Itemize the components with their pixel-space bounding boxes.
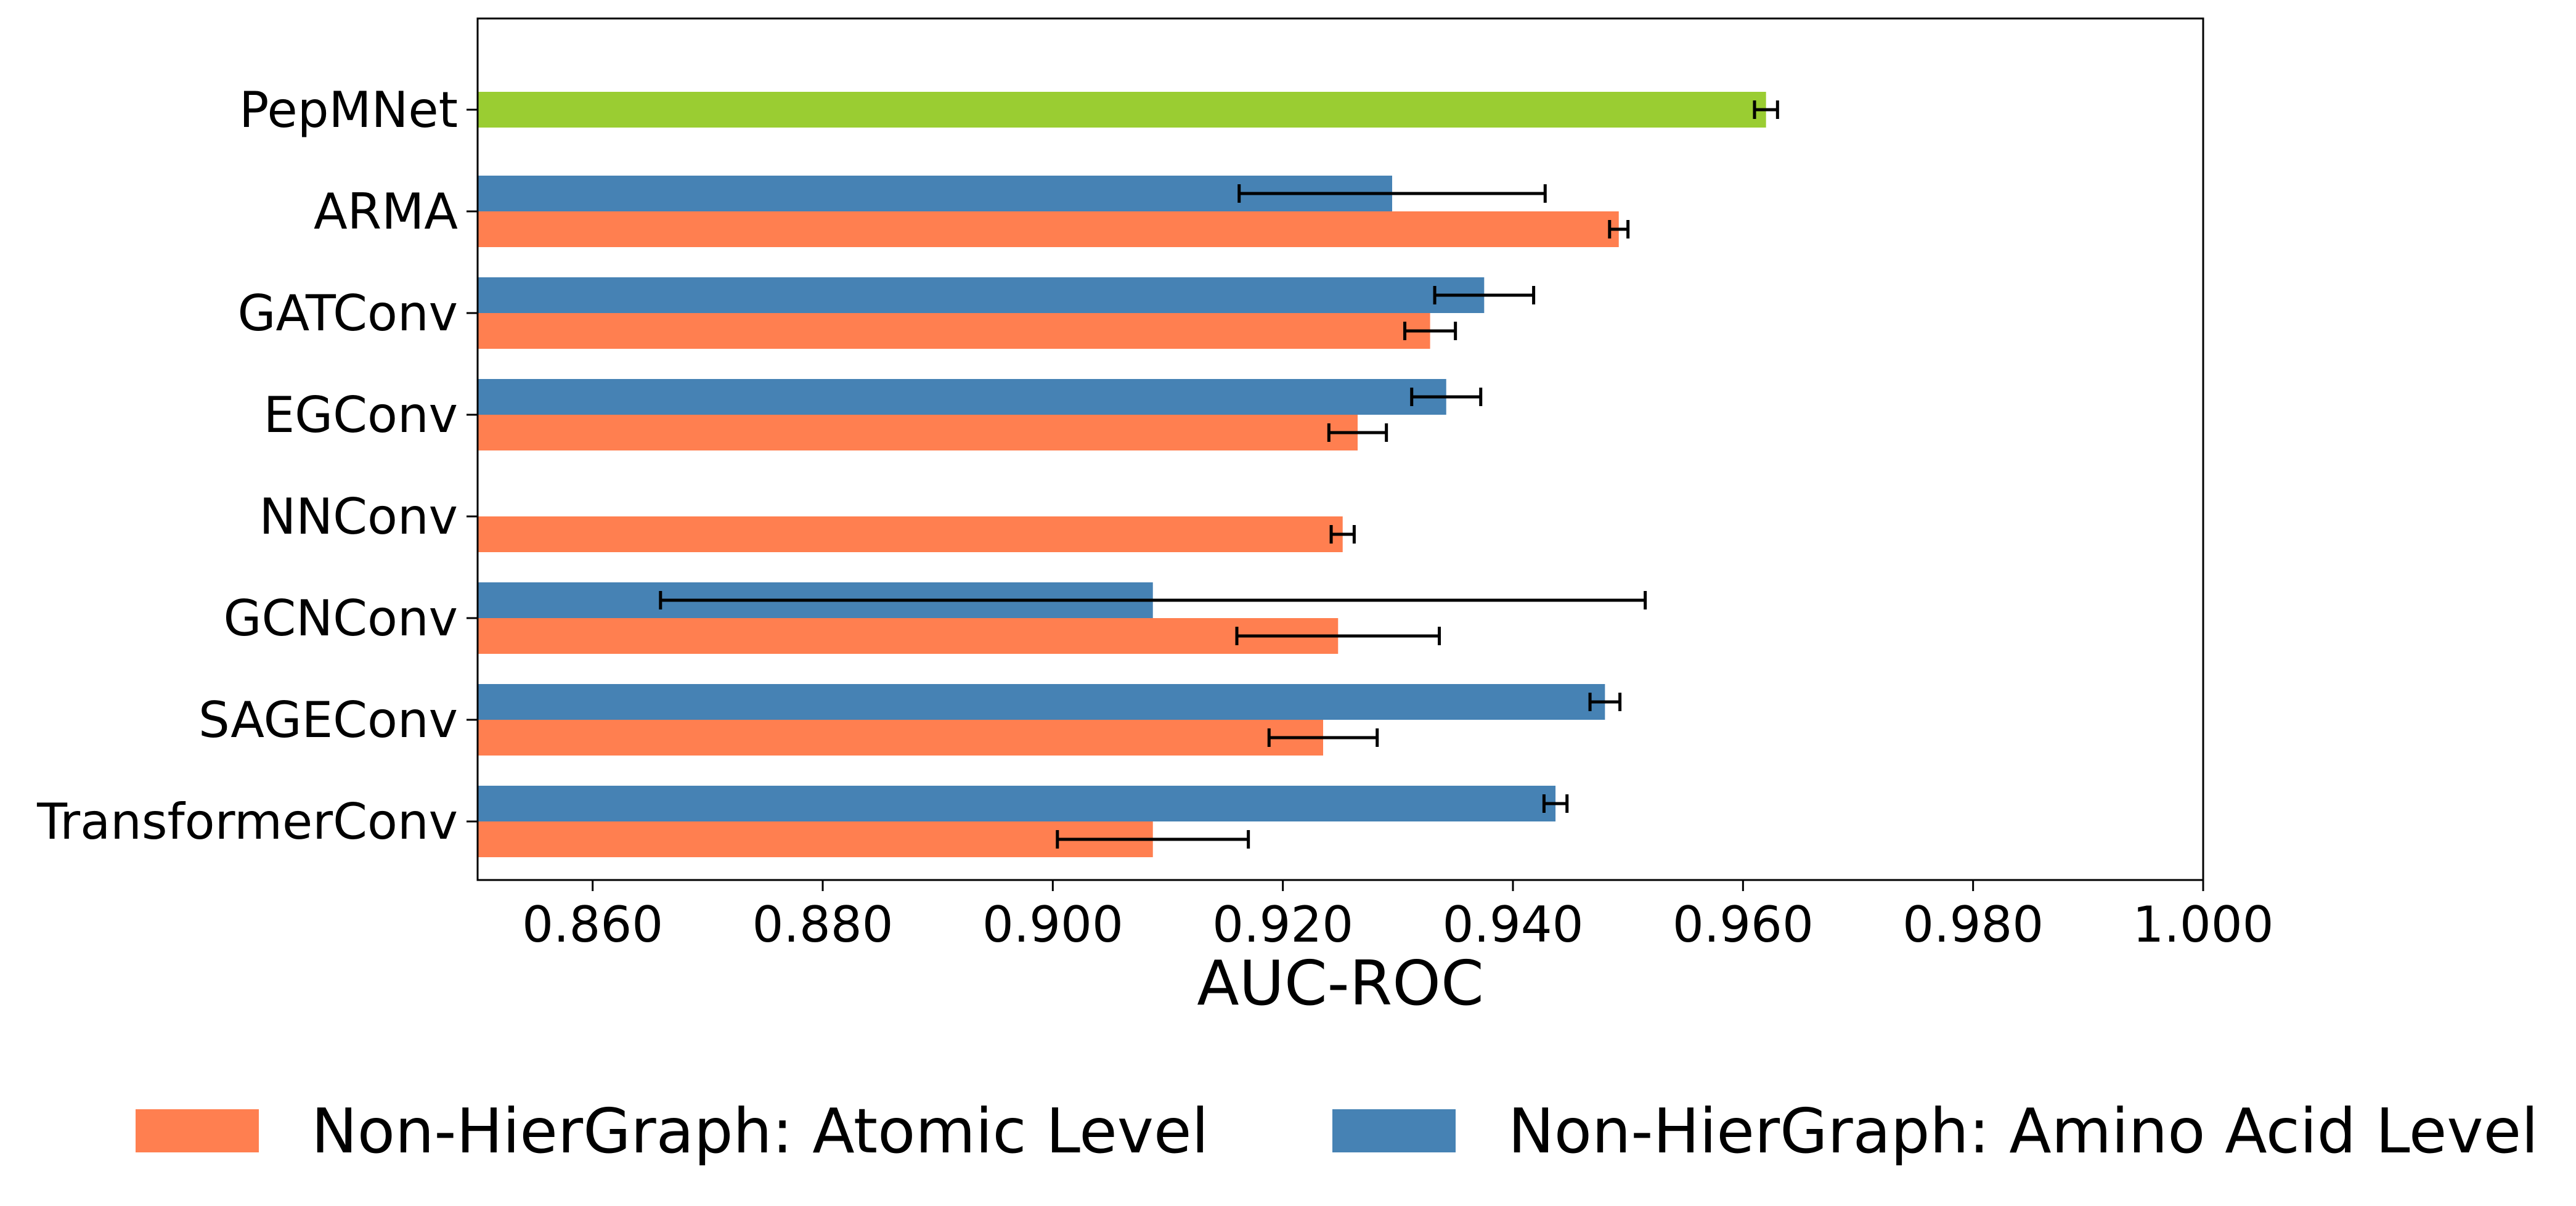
x-tick-label: 0.860 bbox=[522, 896, 663, 953]
errorbar-pepmnet-pepmnet bbox=[1753, 100, 1779, 119]
errorbar-non-hiergraph-atomic-level-gcnconv bbox=[1235, 627, 1441, 645]
legend-label: Non-HierGraph: Amino Acid Level bbox=[1508, 1095, 2538, 1167]
errorbar-non-hiergraph-atomic-level-gatconv bbox=[1403, 322, 1457, 340]
bar-non-hiergraph-atomic-level-egconv bbox=[478, 415, 1358, 450]
legend-swatch bbox=[1332, 1109, 1456, 1152]
errorbar-non-hiergraph-atomic-level-sageconv bbox=[1267, 728, 1379, 747]
bar-non-hiergraph-amino-acid-level-egconv bbox=[478, 379, 1446, 415]
errorbar-non-hiergraph-amino-acid-level-arma bbox=[1237, 184, 1547, 203]
bars-layer bbox=[478, 92, 1766, 857]
x-tick-label: 1.000 bbox=[2132, 896, 2273, 953]
x-axis-title: AUC-ROC bbox=[1197, 947, 1484, 1019]
errorbar-non-hiergraph-amino-acid-level-sageconv bbox=[1588, 693, 1622, 711]
bar-non-hiergraph-amino-acid-level-sageconv bbox=[478, 684, 1605, 720]
bar-non-hiergraph-amino-acid-level-gatconv bbox=[478, 277, 1485, 313]
category-label-transformerconv: TransformerConv bbox=[36, 793, 458, 850]
category-label-arma: ARMA bbox=[314, 183, 458, 240]
legend-swatch bbox=[136, 1109, 259, 1152]
category-label-sageconv: SAGEConv bbox=[198, 691, 458, 749]
y-axis-ticks: PepMNet ARMA GATConv EGConv NNConv GCNConv SAG… bbox=[36, 81, 478, 850]
legend: Non-HierGraph: Atomic Level Non-HierGraph… bbox=[136, 1095, 2538, 1167]
errorbar-non-hiergraph-amino-acid-level-egconv bbox=[1410, 388, 1483, 406]
legend-item-non-hiergraph-atomic-level: Non-HierGraph: Atomic Level bbox=[136, 1095, 1209, 1167]
errorbar-non-hiergraph-atomic-level-transformerconv bbox=[1056, 830, 1250, 849]
bar-non-hiergraph-atomic-level-nnconv bbox=[478, 516, 1343, 552]
bar-non-hiergraph-atomic-level-transformerconv bbox=[478, 821, 1153, 857]
errorbars-layer bbox=[659, 100, 1779, 849]
x-tick-label: 0.880 bbox=[752, 896, 893, 953]
bar-non-hiergraph-atomic-level-sageconv bbox=[478, 720, 1323, 756]
legend-item-non-hiergraph-amino-acid-level: Non-HierGraph: Amino Acid Level bbox=[1332, 1095, 2538, 1167]
x-tick-label: 0.940 bbox=[1442, 896, 1583, 953]
category-label-gatconv: GATConv bbox=[237, 285, 458, 342]
legend-label: Non-HierGraph: Atomic Level bbox=[311, 1095, 1209, 1167]
x-tick-label: 0.980 bbox=[1902, 896, 2044, 953]
x-axis-ticks: 0.860 0.880 0.900 0.920 0.940 0.960 0.980 1.000 bbox=[522, 880, 2274, 953]
errorbar-non-hiergraph-amino-acid-level-transformerconv bbox=[1542, 794, 1569, 813]
errorbar-non-hiergraph-atomic-level-nnconv bbox=[1329, 525, 1356, 544]
errorbar-non-hiergraph-atomic-level-egconv bbox=[1327, 423, 1388, 442]
category-label-gcnconv: GCNConv bbox=[223, 590, 458, 647]
category-label-nnconv: NNConv bbox=[259, 488, 458, 545]
bar-non-hiergraph-atomic-level-gatconv bbox=[478, 313, 1430, 349]
x-tick-label: 0.900 bbox=[982, 896, 1123, 953]
bar-non-hiergraph-atomic-level-arma bbox=[478, 211, 1619, 247]
plot-frame bbox=[476, 17, 2204, 881]
bar-pepmnet-pepmnet bbox=[478, 92, 1766, 128]
category-label-pepmnet: PepMNet bbox=[239, 81, 458, 139]
category-label-egconv: EGConv bbox=[264, 386, 458, 444]
errorbar-non-hiergraph-atomic-level-arma bbox=[1608, 220, 1630, 238]
x-tick-label: 0.960 bbox=[1673, 896, 1814, 953]
bar-non-hiergraph-atomic-level-gcnconv bbox=[478, 618, 1339, 654]
errorbar-non-hiergraph-amino-acid-level-gatconv bbox=[1433, 286, 1536, 304]
x-tick-label: 0.920 bbox=[1212, 896, 1353, 953]
errorbar-non-hiergraph-amino-acid-level-gcnconv bbox=[659, 591, 1647, 609]
bar-non-hiergraph-amino-acid-level-transformerconv bbox=[478, 786, 1556, 821]
